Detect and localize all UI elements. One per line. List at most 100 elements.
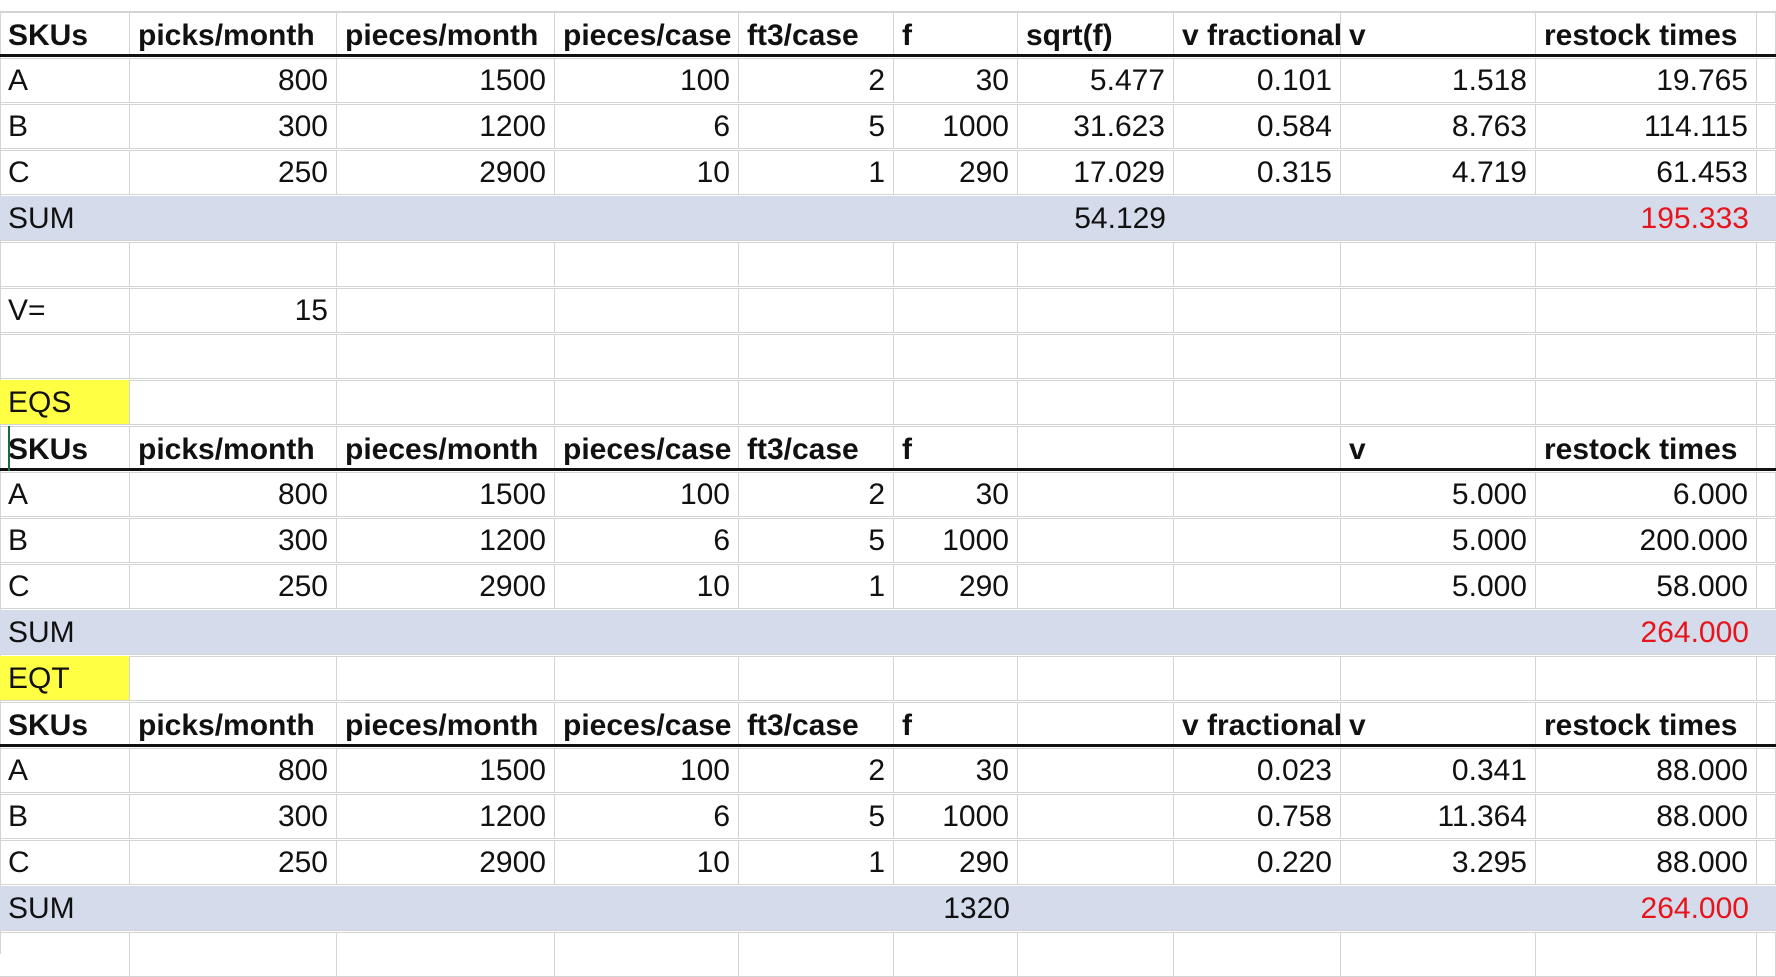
grid-cell[interactable] — [1018, 564, 1174, 608]
grid-cell[interactable] — [894, 380, 1018, 424]
grid-cell[interactable]: 250 — [130, 840, 337, 884]
grid-cell[interactable] — [1174, 334, 1341, 378]
grid-cell[interactable] — [555, 656, 739, 700]
header-cell-skus[interactable]: SKUs — [0, 12, 130, 54]
header-cell-ft3-case[interactable]: ft3/case — [739, 702, 894, 744]
grid-cell[interactable] — [1536, 656, 1757, 700]
grid-cell[interactable]: C — [0, 150, 130, 194]
grid-cell[interactable] — [1757, 748, 1776, 792]
sum-label[interactable]: SUM — [8, 616, 75, 649]
grid-cell[interactable] — [337, 932, 555, 976]
sum-restock-times-value[interactable]: 264.000 — [1640, 616, 1749, 649]
header-cell-pieces-case[interactable]: pieces/case — [555, 12, 739, 54]
header-cell-v[interactable]: v — [1341, 426, 1536, 468]
grid-cell[interactable]: B — [0, 518, 130, 562]
header-cell-v[interactable]: v — [1341, 12, 1536, 54]
grid-cell[interactable] — [1018, 288, 1174, 332]
grid-cell[interactable]: B — [0, 104, 130, 148]
grid-cell[interactable] — [894, 288, 1018, 332]
grid-cell[interactable]: C — [0, 840, 130, 884]
grid-cell[interactable] — [894, 656, 1018, 700]
grid-cell[interactable] — [555, 334, 739, 378]
grid-cell[interactable]: 0.023 — [1174, 748, 1341, 792]
grid-cell[interactable]: 6 — [555, 794, 739, 838]
grid-cell[interactable]: 2900 — [337, 150, 555, 194]
grid-cell[interactable]: 290 — [894, 564, 1018, 608]
grid-cell[interactable] — [130, 380, 337, 424]
grid-cell[interactable]: 2900 — [337, 564, 555, 608]
sum-restock-times-value[interactable]: 264.000 — [1640, 892, 1749, 925]
grid-cell[interactable]: 3.295 — [1341, 840, 1536, 884]
eqs-section-label[interactable]: EQS — [0, 380, 130, 424]
grid-cell[interactable]: 1200 — [337, 518, 555, 562]
grid-cell[interactable] — [555, 380, 739, 424]
grid-cell[interactable]: 300 — [130, 518, 337, 562]
grid-cell[interactable]: 800 — [130, 472, 337, 516]
grid-cell[interactable] — [1757, 656, 1776, 700]
grid-cell[interactable] — [1757, 242, 1776, 286]
grid-cell[interactable]: 250 — [130, 150, 337, 194]
grid-cell[interactable]: 2 — [739, 748, 894, 792]
grid-cell[interactable] — [1341, 932, 1536, 976]
grid-cell[interactable] — [739, 334, 894, 378]
header-cell-pieces-case[interactable]: pieces/case — [555, 426, 739, 468]
grid-cell[interactable] — [1174, 932, 1341, 976]
grid-cell[interactable]: 88.000 — [1536, 748, 1757, 792]
grid-cell[interactable]: A — [0, 58, 130, 102]
grid-cell[interactable] — [555, 288, 739, 332]
header-cell-picks-month[interactable]: picks/month — [130, 702, 337, 744]
grid-cell[interactable]: 5 — [739, 794, 894, 838]
grid-cell[interactable] — [1018, 380, 1174, 424]
grid-cell[interactable] — [1536, 288, 1757, 332]
grid-cell[interactable]: 6.000 — [1536, 472, 1757, 516]
grid-cell[interactable]: 1000 — [894, 104, 1018, 148]
grid-cell[interactable] — [1757, 12, 1776, 54]
grid-cell[interactable] — [1536, 380, 1757, 424]
header-cell-skus[interactable]: SKUs — [0, 702, 130, 744]
grid-cell[interactable] — [1757, 426, 1776, 468]
grid-cell[interactable] — [1341, 380, 1536, 424]
v-label-cell[interactable]: V= — [0, 288, 130, 332]
grid-cell[interactable]: 100 — [555, 472, 739, 516]
grid-cell[interactable]: 1 — [739, 564, 894, 608]
grid-cell[interactable] — [1341, 242, 1536, 286]
grid-cell[interactable]: A — [0, 748, 130, 792]
grid-cell[interactable]: 6 — [555, 518, 739, 562]
header-cell-pieces-month[interactable]: pieces/month — [337, 702, 555, 744]
grid-cell[interactable] — [337, 380, 555, 424]
grid-cell[interactable]: B — [0, 794, 130, 838]
grid-cell[interactable]: 5.000 — [1341, 518, 1536, 562]
grid-cell[interactable]: 300 — [130, 104, 337, 148]
grid-cell[interactable]: 5.000 — [1341, 472, 1536, 516]
grid-cell[interactable]: 800 — [130, 58, 337, 102]
grid-cell[interactable] — [1757, 794, 1776, 838]
grid-cell[interactable]: 2 — [739, 472, 894, 516]
grid-cell[interactable] — [1018, 702, 1174, 744]
grid-cell[interactable] — [1757, 58, 1776, 102]
grid-cell[interactable]: 1000 — [894, 518, 1018, 562]
grid-cell[interactable] — [1174, 472, 1341, 516]
sum-f-value[interactable]: 1320 — [943, 892, 1010, 925]
grid-cell[interactable]: 1500 — [337, 58, 555, 102]
grid-cell[interactable]: 5.477 — [1018, 58, 1174, 102]
v-value-cell[interactable]: 15 — [130, 288, 337, 332]
grid-cell[interactable] — [1757, 472, 1776, 516]
grid-cell[interactable]: 61.453 — [1536, 150, 1757, 194]
grid-cell[interactable] — [130, 932, 337, 976]
grid-cell[interactable] — [1757, 518, 1776, 562]
grid-cell[interactable]: 100 — [555, 748, 739, 792]
grid-cell[interactable]: 31.623 — [1018, 104, 1174, 148]
grid-cell[interactable] — [1174, 518, 1341, 562]
grid-cell[interactable] — [555, 242, 739, 286]
grid-cell[interactable] — [337, 242, 555, 286]
grid-cell[interactable] — [1757, 334, 1776, 378]
grid-cell[interactable]: 5 — [739, 518, 894, 562]
header-cell-skus[interactable]: SKUs — [0, 426, 130, 468]
grid-cell[interactable] — [1018, 334, 1174, 378]
grid-cell[interactable] — [1536, 334, 1757, 378]
grid-cell[interactable]: 300 — [130, 794, 337, 838]
grid-cell[interactable] — [1757, 932, 1776, 976]
grid-cell[interactable] — [130, 334, 337, 378]
grid-cell[interactable] — [1536, 242, 1757, 286]
